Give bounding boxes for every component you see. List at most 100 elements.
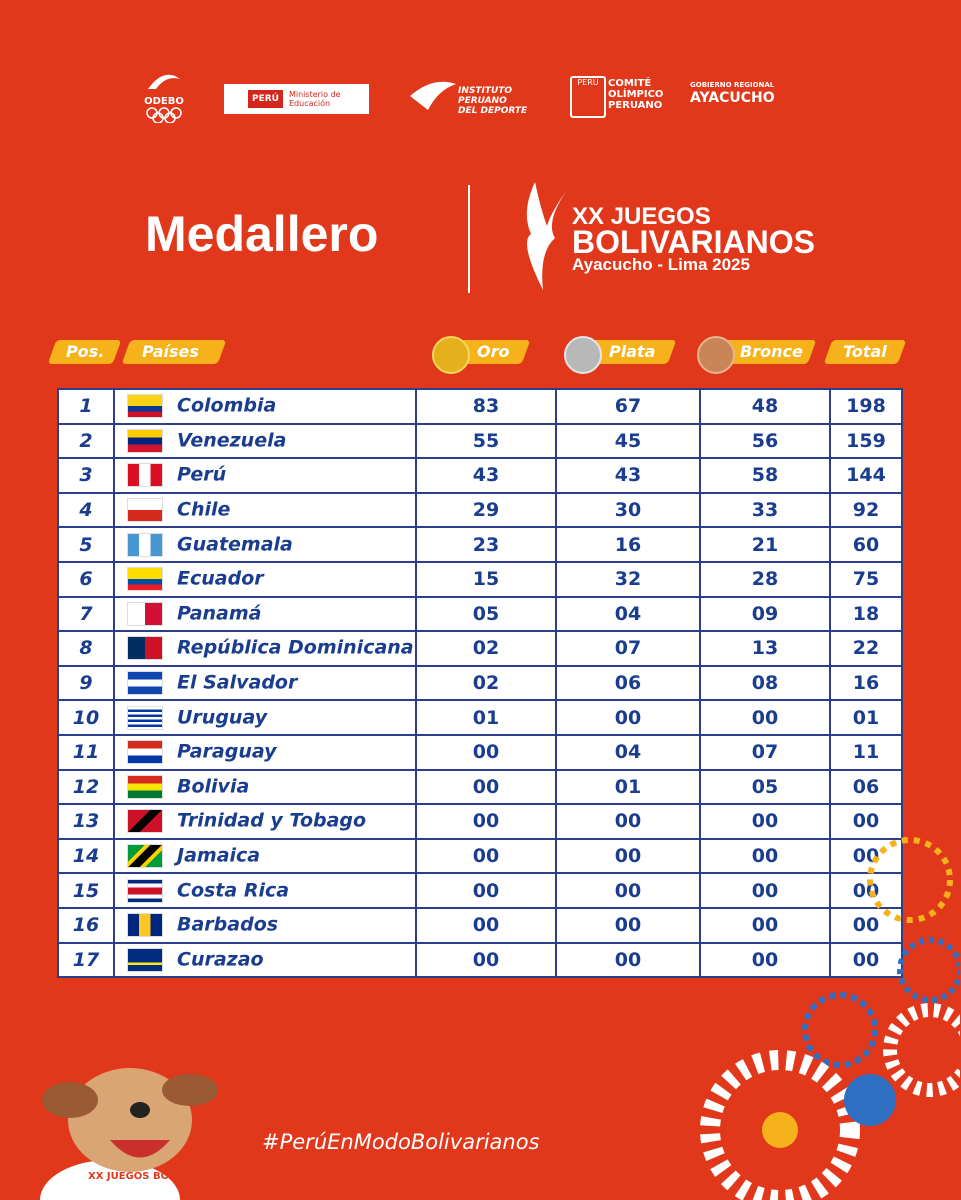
medal-count: 00	[415, 803, 557, 840]
event-line1: XX JUEGOS	[572, 203, 711, 230]
flag	[127, 809, 163, 834]
country-name: Barbados	[177, 913, 279, 936]
hashtag: #PerúEnModoBolivarianos	[262, 1130, 540, 1154]
country-name: Colombia	[177, 394, 277, 417]
flag	[127, 601, 163, 626]
medal-count: 01	[555, 768, 701, 806]
odebo-logo: ODEBO	[140, 65, 188, 126]
position: 13	[57, 803, 115, 840]
medal-count: 00	[699, 699, 831, 736]
medal-count: 22	[829, 630, 903, 667]
cop-text: COMITÉ OLÍMPICO PERUANO	[608, 78, 664, 111]
flag	[127, 671, 163, 696]
medal-count: 00	[555, 803, 701, 840]
odebo-icon	[148, 74, 180, 89]
medal-count: 01	[415, 699, 557, 736]
country: Venezuela	[113, 422, 417, 460]
medal-count: 13	[699, 630, 831, 667]
country-name: Perú	[177, 463, 227, 486]
medal-count: 00	[699, 872, 831, 909]
flag	[127, 463, 163, 488]
country-name: Trinidad y Tobago	[177, 809, 367, 832]
event-line3: Ayacucho - Lima 2025	[572, 255, 750, 274]
country-name: Jamaica	[177, 844, 261, 867]
medal-count: 60	[829, 526, 903, 563]
medal-count: 07	[699, 733, 831, 771]
table-row: 8 República Dominicana 02 07 13 22	[57, 630, 903, 667]
country: Jamaica	[113, 837, 417, 875]
medal-count: 45	[555, 422, 701, 460]
medal-count: 28	[699, 560, 831, 598]
table-row: 5 Guatemala 23 16 21 60	[57, 526, 903, 563]
medal-count: 05	[415, 595, 557, 633]
medal-count: 07	[555, 630, 701, 667]
medal-count: 00	[699, 837, 831, 875]
medal-count: 92	[829, 491, 903, 529]
medal-count: 04	[555, 733, 701, 771]
position: 14	[57, 837, 115, 875]
medal-count: 00	[555, 941, 701, 979]
medal-count: 00	[415, 941, 557, 979]
medal-count: 04	[555, 595, 701, 633]
table-row: 4 Chile 29 30 33 92	[57, 491, 903, 529]
medal-count: 00	[829, 941, 903, 979]
flag	[127, 947, 163, 972]
medal-count: 58	[699, 457, 831, 494]
medal-count: 00	[555, 872, 701, 909]
medal-count: 67	[555, 388, 701, 425]
medal-count: 00	[415, 906, 557, 944]
minedu-text: Ministerio de Educación	[288, 90, 341, 108]
medal-count: 43	[415, 457, 557, 494]
flag	[127, 844, 163, 869]
medal-count: 33	[699, 491, 831, 529]
odebo-text: ODEBO	[144, 96, 184, 107]
position: 2	[57, 422, 115, 460]
country-name: El Salvador	[177, 671, 298, 694]
country-name: Costa Rica	[177, 879, 290, 902]
table-row: 16 Barbados 00 00 00 00	[57, 906, 903, 944]
medal-count: 00	[699, 803, 831, 840]
position: 5	[57, 526, 115, 563]
medal-count: 00	[415, 733, 557, 771]
medal-count: 15	[415, 560, 557, 598]
position: 16	[57, 906, 115, 944]
position: 7	[57, 595, 115, 633]
table-row: 15 Costa Rica 00 00 00 00	[57, 872, 903, 909]
country: Curazao	[113, 941, 417, 979]
position: 17	[57, 941, 115, 979]
table-row: 13 Trinidad y Tobago 00 00 00 00	[57, 803, 903, 840]
country-name: República Dominicana	[177, 636, 414, 659]
country-name: Curazao	[177, 948, 264, 971]
medal-count: 08	[699, 664, 831, 702]
medal-count: 05	[699, 768, 831, 806]
ayacucho-logo: GOBIERNO REGIONAL AYACUCHO	[690, 80, 775, 106]
medal-count: 00	[555, 837, 701, 875]
position: 10	[57, 699, 115, 736]
torch-icon	[526, 182, 567, 290]
country: Trinidad y Tobago	[113, 803, 417, 840]
flag	[127, 878, 163, 903]
medal-count: 00	[699, 941, 831, 979]
position: 3	[57, 457, 115, 494]
position: 6	[57, 560, 115, 598]
country: Perú	[113, 457, 417, 494]
ipd-logo: INSTITUTO PERUANO DEL DEPORTE	[458, 86, 528, 116]
medal-count: 23	[415, 526, 557, 563]
country-name: Chile	[177, 498, 231, 521]
medal-count: 56	[699, 422, 831, 460]
table-row: 11 Paraguay 00 04 07 11	[57, 733, 903, 771]
medal-table: 1 Colombia 83 67 48 198 2 Venezuela 55 45 56 159 3 Pe…	[57, 388, 903, 979]
table-row: 6 Ecuador 15 32 28 75	[57, 560, 903, 598]
country-name: Paraguay	[177, 740, 277, 763]
header-gold: Oro	[477, 342, 510, 361]
table-row: 17 Curazao 00 00 00 00	[57, 941, 903, 979]
medal-count: 11	[829, 733, 903, 771]
medal-count: 00	[555, 906, 701, 944]
medal-count: 32	[555, 560, 701, 598]
country-name: Bolivia	[177, 775, 250, 798]
table-row: 2 Venezuela 55 45 56 159	[57, 422, 903, 460]
country: Colombia	[113, 388, 417, 425]
minedu-logo: PERÚ Ministerio de Educación	[224, 84, 369, 114]
country: Bolivia	[113, 768, 417, 806]
